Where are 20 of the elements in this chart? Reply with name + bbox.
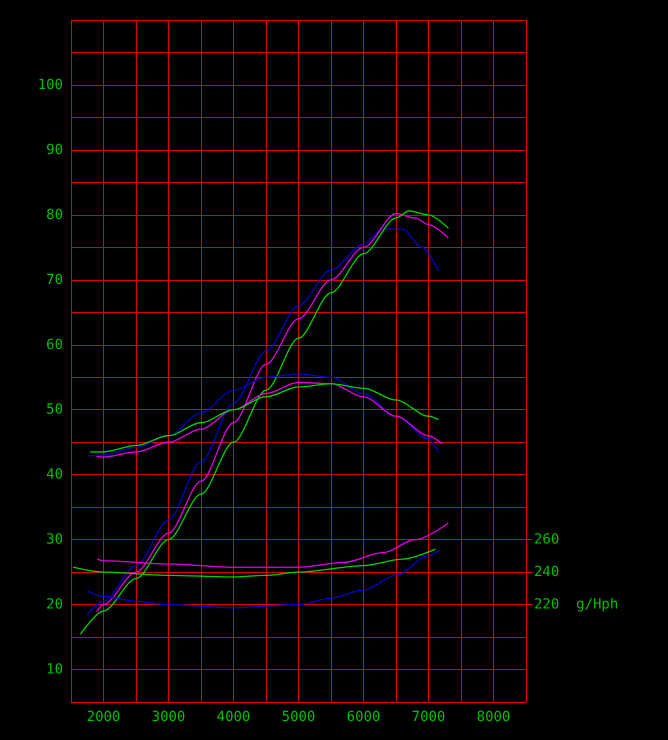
y2-tick-label: 240: [534, 564, 560, 580]
y-tick-label: 80: [46, 206, 63, 223]
y-tick-label: 40: [46, 466, 63, 483]
y-tick-label: 10: [46, 662, 63, 678]
y2-tick-label: 260: [534, 532, 560, 548]
y-tick-label: 50: [46, 402, 63, 418]
y-tick-label: 70: [46, 272, 63, 288]
x-tick-label: 6000: [346, 709, 380, 725]
x-tick-label: 4000: [216, 709, 250, 725]
y-tick-label: 90: [46, 142, 63, 158]
y-tick-label: 30: [46, 532, 63, 548]
y-tick-label: 20: [46, 596, 63, 613]
x-tick-label: 3000: [152, 709, 186, 725]
x-tick-label: 8000: [476, 709, 510, 725]
y-tick-label: 60: [46, 336, 63, 353]
x-tick-label: 2000: [86, 709, 120, 725]
x-tick-label: 5000: [282, 709, 316, 725]
y-tick-label: 100: [38, 76, 63, 93]
x-tick-label: 7000: [412, 709, 446, 725]
y2-tick-label: 220 g/Hph: [534, 596, 618, 613]
